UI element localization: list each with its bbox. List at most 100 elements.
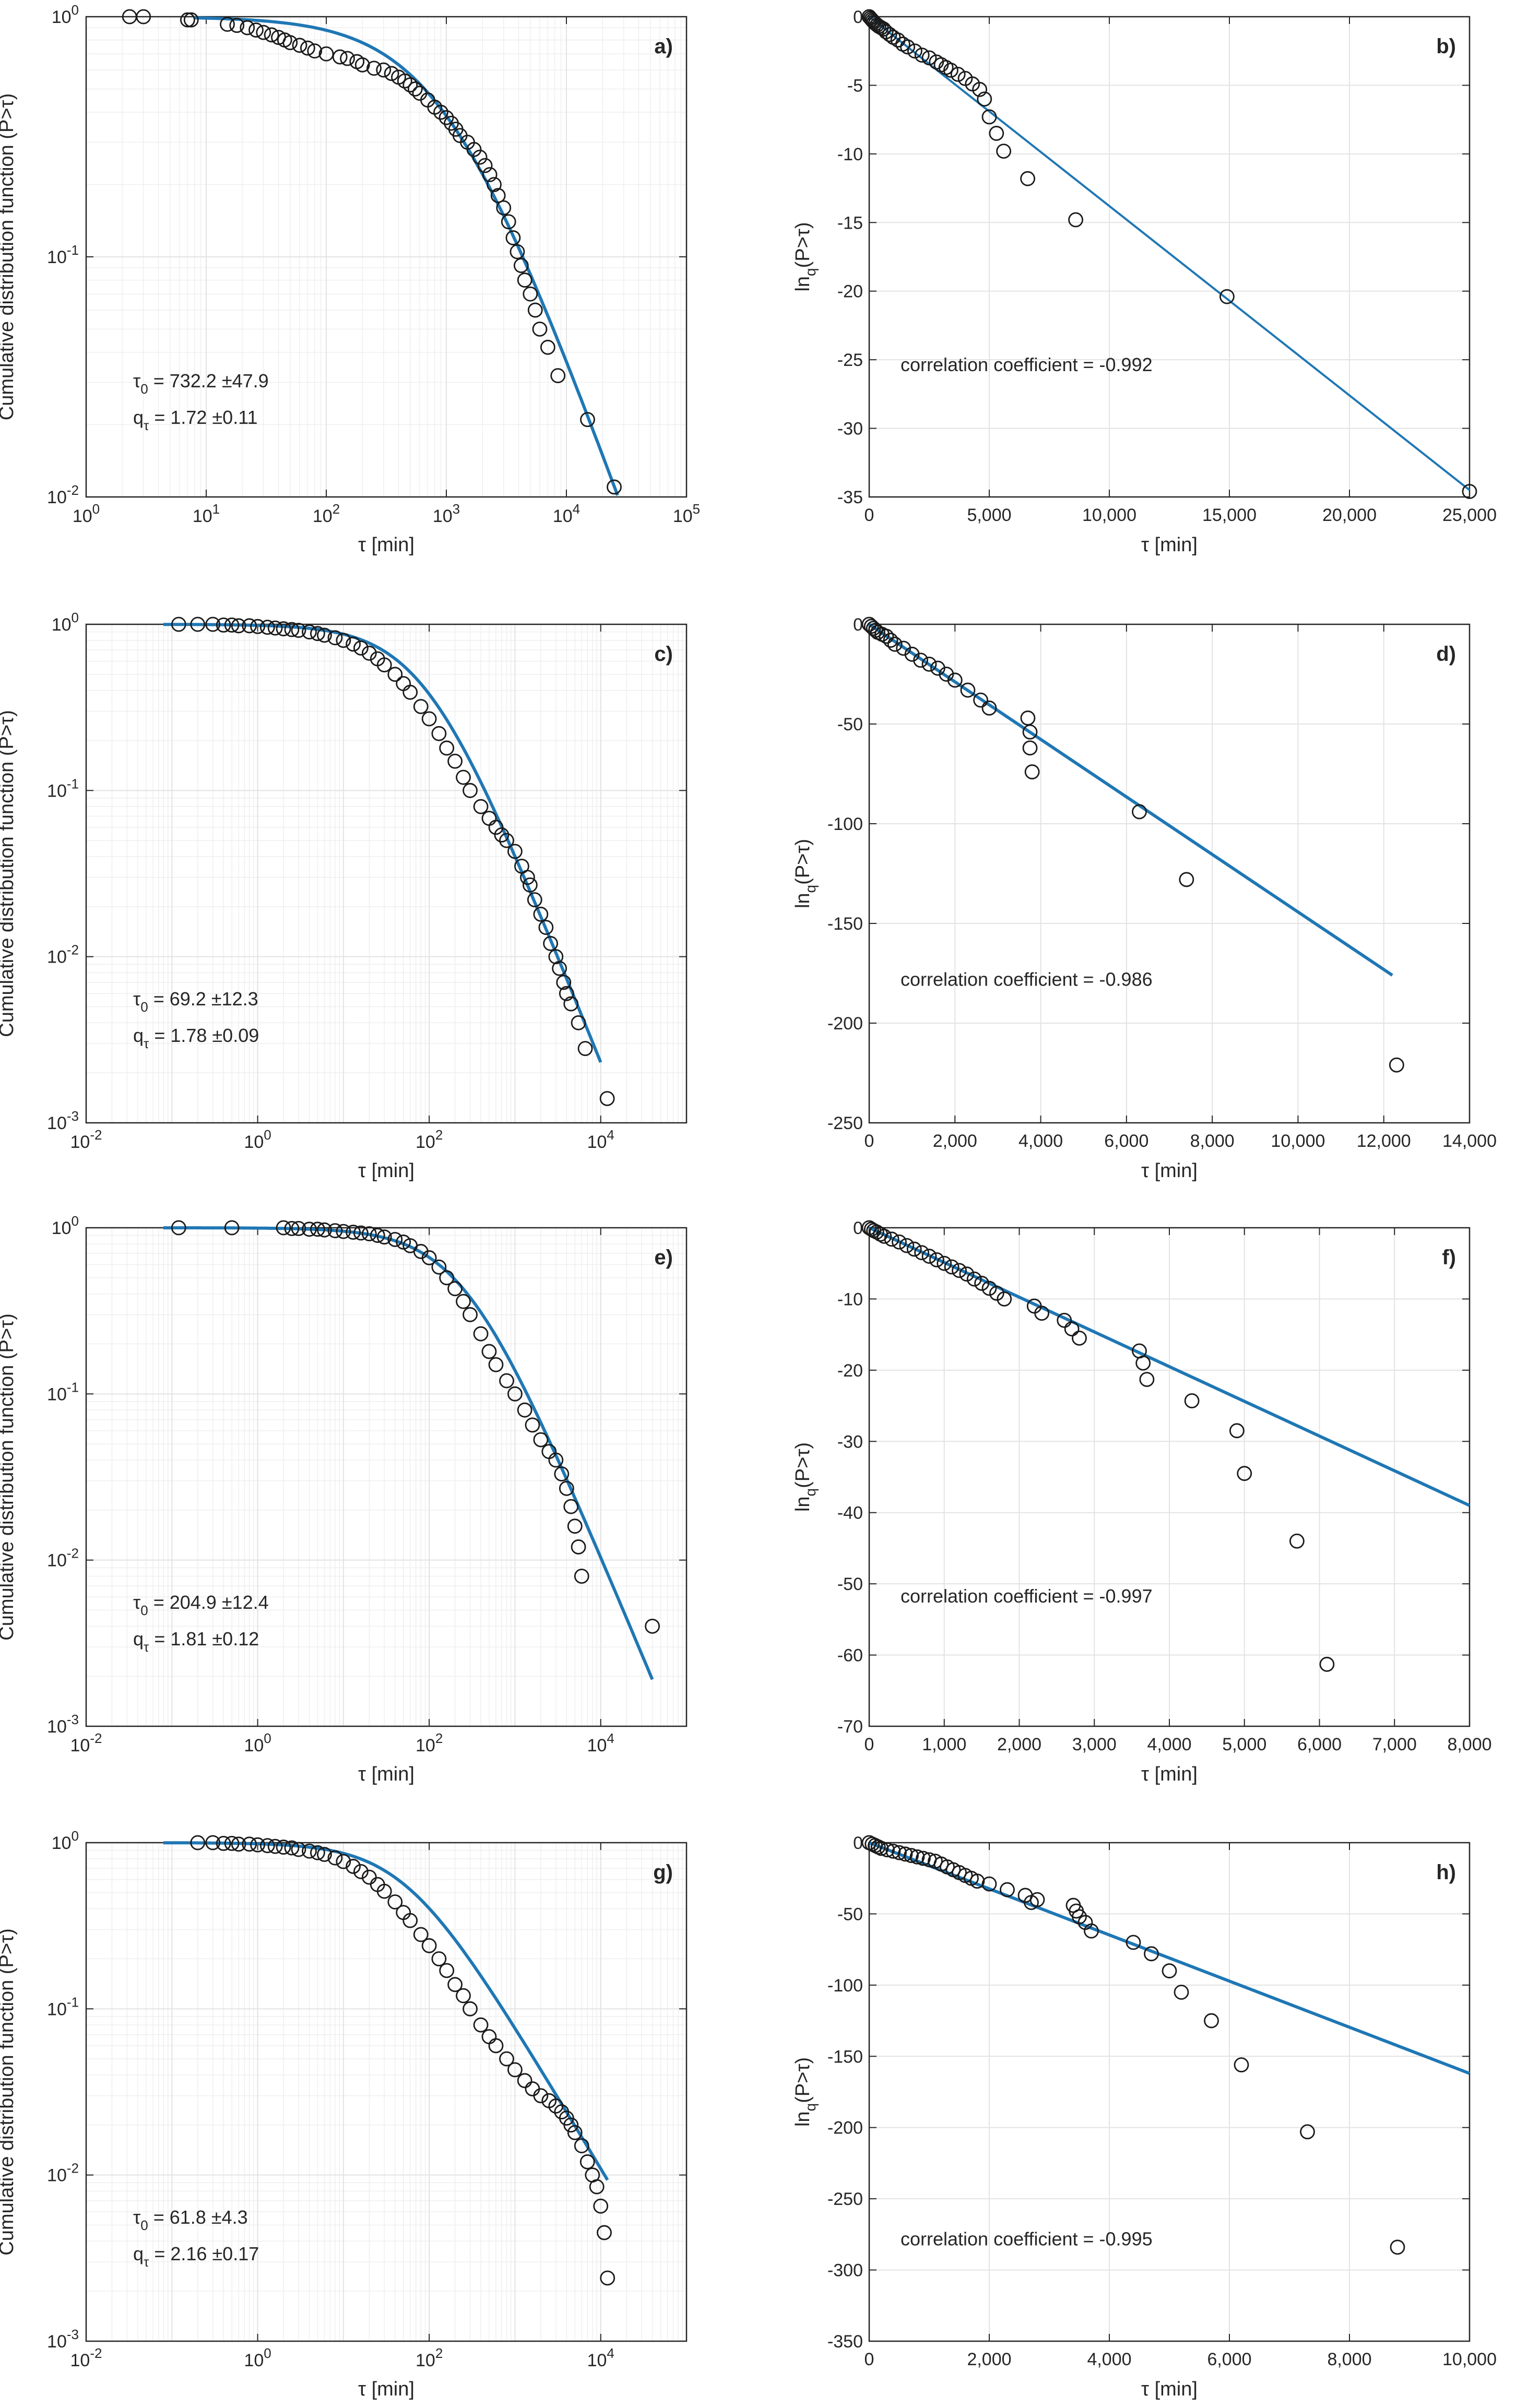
data-point [877,1228,892,1244]
x-tick-label-part: 10 [416,1132,435,1152]
data-point [332,49,348,65]
y-tick-label: -20 [837,282,863,302]
data-point [376,657,392,673]
data-point [929,1252,944,1267]
x-tick-label-part: 10 [244,1736,264,1755]
data-point [1024,764,1040,780]
data-point [1029,1892,1045,1907]
parameter-annotation-part: τ [144,1639,149,1655]
panel-label: e) [654,1246,673,1269]
data-point [571,1539,586,1555]
data-point [421,1938,437,1953]
x-tick-label: 2,000 [933,1131,977,1151]
data-point [981,1280,997,1296]
data-point [501,214,516,230]
data-point [507,844,523,859]
data-point [421,711,437,727]
y-tick-label-part: 0 [72,610,79,625]
data-point [240,20,255,35]
data-point [527,302,543,318]
data-point [525,1417,540,1433]
data-point [1084,1923,1099,1939]
data-point [224,1835,240,1851]
x-tick-label-part: 2 [435,2345,443,2361]
y-tick-label: -30 [837,1432,863,1452]
y-tick-label: -150 [827,914,863,934]
panel-label: h) [1436,1861,1456,1884]
data-point [981,1876,997,1892]
x-tick-label: 10,000 [1271,1131,1325,1151]
data-point [490,188,506,203]
data-point [387,1894,403,1909]
parameter-annotation: qτ = 1.78 ±0.09 [133,1025,259,1051]
data-point [439,110,454,125]
data-point [496,200,512,216]
fit-line [868,623,1393,977]
data-point [276,1840,291,1855]
x-tick-label: 104 [587,1730,614,1755]
parameter-annotation: qτ = 1.72 ±0.11 [133,407,258,433]
data-point [538,920,554,935]
data-point [224,617,240,633]
data-point [1174,1985,1189,2000]
axes-box [868,16,1471,498]
data-point [523,286,538,302]
y-tick-label-part: 10 [52,1833,72,1853]
data-markers [861,9,1477,499]
y-axis-label: lnq(P>τ) [792,222,819,291]
data-point [1022,724,1038,740]
data-point [879,628,894,644]
data-point [431,1951,447,1966]
x-tick-label: 4,000 [1087,2350,1131,2369]
data-point [1229,1423,1245,1439]
data-point [505,230,521,245]
data-point [533,2088,549,2104]
parameter-annotation-part: 0 [140,2217,148,2233]
x-tick-label-part: 3 [453,501,460,517]
data-point [921,1249,937,1264]
data-point [520,870,535,885]
y-tick-label: 10-2 [47,482,79,507]
y-tick-label: -50 [837,1904,863,1924]
data-point [507,2062,523,2078]
x-tick-label: 5,000 [967,505,1011,525]
parameter-annotation-part: 0 [140,381,148,397]
data-point [517,2073,532,2089]
x-tick-label: 1,000 [922,1735,966,1754]
x-tick-label-part: 10 [416,2351,435,2370]
x-tick-label: 103 [433,501,460,526]
y-tick-label-part: 10 [47,1551,67,1571]
correlation-annotation: correlation coefficient = -0.995 [901,2228,1153,2250]
parameter-annotation: qτ = 2.16 ±0.17 [133,2243,259,2270]
data-point [473,799,489,814]
y-axis-label-part: (P>τ) [792,1442,814,1488]
x-tick-label: 105 [673,501,700,526]
y-axis-label-part: q [802,268,819,276]
x-tick-label: 102 [416,2345,443,2370]
data-point [548,2098,564,2114]
data-point [1204,2013,1219,2029]
data-point [205,1835,221,1851]
data-point [481,1344,497,1359]
data-point [402,684,418,700]
y-tick-label: -35 [837,488,863,507]
data-point [1389,1057,1404,1073]
data-point [302,1221,317,1237]
parameter-annotation-part: τ [133,2207,140,2228]
plot-area [869,624,1470,1123]
data-point [336,1854,351,1869]
data-point [959,1266,975,1282]
data-point [413,699,429,714]
data-point [1022,740,1038,756]
parameter-annotation-part: = 1.72 ±0.11 [149,407,257,428]
y-tick-label-part: -3 [67,1712,79,1727]
data-point [499,1373,514,1389]
y-tick-label: -30 [837,419,863,439]
y-axis-label-part: ln [792,2111,814,2127]
x-tick-label-part: 0 [92,501,100,517]
panel-label: a) [654,35,673,58]
grid [86,1227,687,1727]
data-point [567,1519,583,1534]
data-point [250,1837,265,1853]
